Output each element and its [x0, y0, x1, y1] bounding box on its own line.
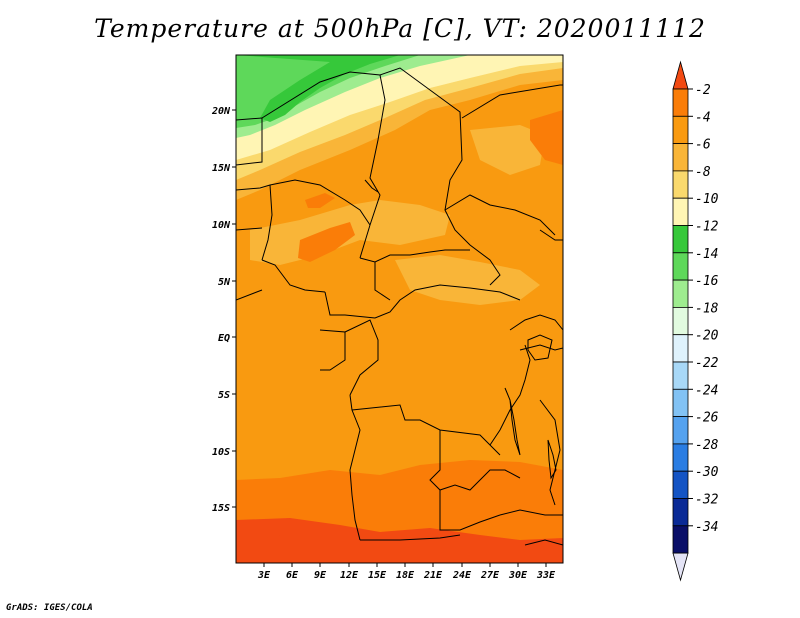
colorbar-segment [672, 525, 689, 554]
lat-label: 15N [212, 163, 231, 174]
lat-label: 10N [212, 220, 231, 231]
colorbar-label: -14 [695, 247, 718, 262]
field-band-green-dark [236, 55, 400, 122]
colorbar-label: -12 [695, 220, 719, 235]
colorbar-arrow-bottom [672, 552, 689, 582]
colorbar-label: -6 [695, 138, 711, 153]
lon-label: 9E [314, 570, 327, 581]
colorbar-segment [672, 306, 689, 336]
colorbar-label: -8 [695, 165, 711, 180]
field-patch-minus4-ne [530, 110, 563, 165]
colorbar-label: -28 [695, 438, 719, 453]
lat-label: 5N [218, 277, 231, 288]
map-frame [235, 54, 564, 564]
field-patch-minus8-central [395, 255, 540, 305]
chart-title: Temperature at 500hPa [C], VT: 202001111… [94, 14, 706, 43]
colorbar-segment [672, 225, 689, 254]
colorbar-label: -22 [695, 356, 719, 371]
colorbar-label: -24 [695, 383, 718, 398]
colorbar-segment [672, 115, 689, 145]
colorbar-label: -32 [695, 493, 719, 508]
colorbar [672, 60, 693, 582]
map-lakes [364, 179, 557, 480]
lon-label: 6E [286, 570, 299, 581]
colorbar-segment [672, 388, 689, 417]
map-plot-area [236, 55, 563, 563]
field-patch-minus2-sw [264, 535, 288, 556]
lon-label: 27E [480, 570, 500, 581]
colorbar-segment [672, 88, 689, 117]
lon-label: 30E [508, 570, 528, 581]
field-patch-minus4-north [305, 193, 335, 208]
colorbar-segment [672, 361, 689, 390]
colorbar-label: -30 [695, 465, 719, 480]
colorbar-segment [672, 143, 689, 172]
colorbar-label: -26 [695, 411, 719, 426]
lon-axis: 3E 6E 9E 12E 15E 18E 21E 24E 27E 30E 33E [257, 570, 556, 581]
colorbar-label: -18 [695, 301, 719, 316]
colorbar-label: -34 [695, 520, 718, 535]
colorbar-segment [672, 197, 689, 226]
colorbar-segment [672, 470, 689, 499]
lat-label: 5S [218, 390, 230, 401]
colorbar-label: -20 [695, 329, 719, 344]
colorbar-segment [672, 252, 689, 281]
colorbar-arrow-top [672, 60, 689, 90]
map-borders [236, 67, 563, 546]
lat-axis: 20N 15N 10N 5N EQ 5S 10S 15S [211, 106, 231, 514]
lat-label: 15S [212, 503, 230, 514]
lon-ticks [263, 563, 547, 567]
colorbar-segment [672, 416, 689, 445]
colorbar-segment [672, 443, 689, 472]
colorbar-label: -4 [695, 110, 711, 125]
lon-label: 18E [396, 570, 415, 581]
colorbar-segment [672, 170, 689, 199]
colorbar-label: -16 [695, 274, 719, 289]
colorbar-segment [672, 334, 689, 363]
colorbar-segment [672, 279, 689, 308]
lat-label: EQ [218, 333, 230, 344]
lon-label: 12E [340, 570, 359, 581]
field-patch-minus4-nigeria [298, 222, 355, 262]
colorbar-labels: -2 -4 -6 -8 -10 -12 -14 -16 -18 -20 -22 -24 -26 -28 -3… [695, 83, 719, 535]
colorbar-segment [672, 498, 689, 527]
lat-label: 10S [212, 447, 230, 458]
lon-label: 24E [452, 570, 472, 581]
lat-label: 20N [211, 106, 231, 117]
grads-credit: GrADS: IGES/COLA [6, 603, 93, 613]
lon-label: 21E [423, 570, 443, 581]
colorbar-label: -2 [695, 83, 711, 98]
lat-ticks [232, 109, 236, 508]
field-patch-minus8-east [470, 125, 545, 175]
lon-label: 15E [368, 570, 387, 581]
lon-label: 3E [257, 570, 271, 581]
colorbar-label: -10 [695, 192, 719, 207]
lon-label: 33E [536, 570, 556, 581]
